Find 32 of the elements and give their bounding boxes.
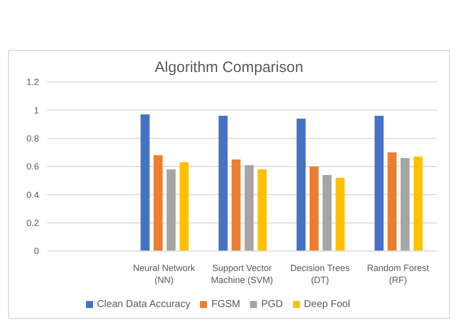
legend-label: PGD (261, 299, 283, 310)
bar (258, 169, 267, 251)
bar (244, 165, 254, 251)
x-tick-label: Decision Trees (DT) (290, 263, 350, 285)
legend-label: Clean Data Accuracy (96, 299, 190, 310)
bar (388, 152, 397, 251)
legend-label: Deep Fool (304, 299, 350, 310)
legend-label: FGSM (211, 299, 240, 310)
bar (166, 169, 176, 251)
bar (322, 174, 332, 251)
bar (374, 116, 384, 251)
bar (154, 155, 163, 251)
bar (180, 162, 189, 251)
x-tick-label: Support Vector Machine (SVM) (210, 263, 274, 285)
y-tick-label: 0.4 (26, 190, 39, 200)
y-tick-label: 0.2 (26, 218, 39, 228)
bar (296, 118, 306, 251)
chart-title: Algorithm Comparison (154, 58, 304, 76)
x-tick-label: Neural Network (NN) (132, 263, 196, 285)
y-tick-label: 1.2 (26, 77, 39, 88)
bar (414, 156, 423, 251)
y-tick-label: 0.6 (26, 162, 39, 172)
y-tick-label: 0 (34, 246, 39, 256)
y-tick-label: 0.8 (26, 134, 39, 144)
y-tick-label: 1 (34, 105, 39, 116)
bar (400, 158, 410, 251)
bar (140, 114, 150, 251)
bar (336, 178, 345, 251)
x-tick-label: Random Forest (RF) (366, 263, 430, 285)
bar (218, 116, 228, 251)
bar (232, 159, 241, 251)
bar (310, 166, 319, 251)
